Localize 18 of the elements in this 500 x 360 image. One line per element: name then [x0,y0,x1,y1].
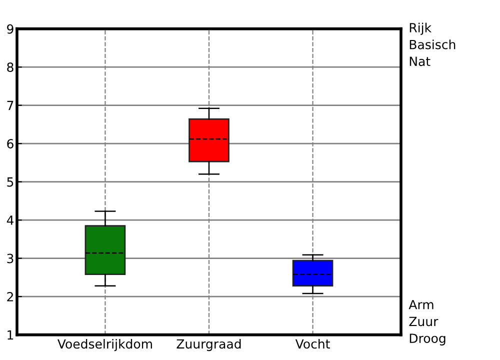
text: Zuur [409,316,438,326]
x-tick-label: Zuurgraad [176,338,241,352]
y-tick-label: 9 [7,24,14,34]
text: Rijk [410,22,432,35]
text: Droog [410,334,446,346]
y-tick-label: 2 [7,292,13,302]
text: Basisch [410,40,456,50]
y-tick-label: 4 [6,216,14,225]
text: Nat [410,56,430,66]
text: Arm [408,300,434,310]
y-tick-label: 5 [7,177,14,187]
y-tick-label: 6 [7,139,14,148]
y-tick-label: 3 [7,254,14,264]
y-tick-label: 8 [7,62,14,72]
y-tick-label: 7 [7,100,14,110]
y-tick-label: 1 [8,330,14,340]
x-tick-label: Vocht [295,338,330,349]
x-tick-label: Voedselrijkdom [58,338,152,352]
